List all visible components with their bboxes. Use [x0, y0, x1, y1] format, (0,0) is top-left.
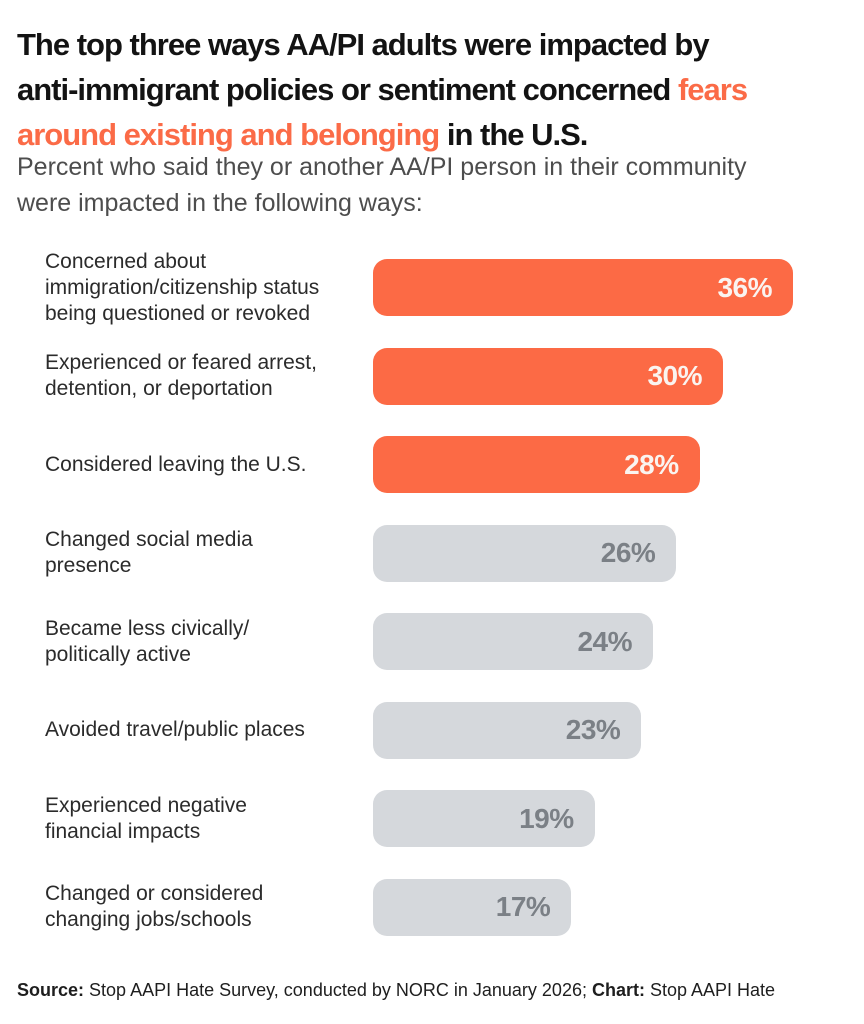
- chart-row: Concerned about immigration/citizenship …: [0, 250, 864, 325]
- bar-value-label: 17%: [495, 891, 551, 922]
- bar-category-label: Experienced or feared arrest, detention,…: [45, 351, 317, 400]
- bar-highlighted: 36%: [373, 259, 793, 316]
- chart-title: The top three ways AA/PI adults were imp…: [17, 22, 748, 157]
- chart-row: Considered leaving the U.S. 28%: [0, 436, 864, 493]
- source-text: Stop AAPI Hate Survey, conducted by NORC…: [84, 980, 592, 1000]
- bar-value-label: 28%: [624, 448, 679, 480]
- chart-title-line: around existing and belonging in the U.S…: [17, 112, 747, 157]
- bar-default: 19%: [373, 790, 595, 847]
- bar-default: 23%: [373, 701, 642, 759]
- chart-title-line: anti-immigrant policies or sentiment con…: [17, 67, 748, 112]
- chart-credit-label: Chart:: [591, 980, 645, 1000]
- bar-default: 17%: [373, 878, 572, 936]
- bar-value-label: 23%: [565, 714, 621, 745]
- bar-category-label: Avoided travel/public places: [45, 718, 305, 741]
- bar-value-label: 19%: [519, 802, 574, 834]
- bar-category-label: Experienced negative financial impacts: [45, 793, 247, 843]
- bar-highlighted: 28%: [373, 436, 700, 493]
- bar-default: 24%: [373, 613, 653, 670]
- chart-row: Experienced or feared arrest, detention,…: [0, 347, 864, 405]
- bar-value-label: 24%: [577, 625, 632, 657]
- chart-row: Changed social media presence 26%: [0, 524, 864, 582]
- title-accent-text: around existing and belonging: [17, 117, 440, 152]
- bar-category-label: Changed or considered changing jobs/scho…: [45, 882, 264, 931]
- title-text: The top three ways AA/PI adults were imp…: [17, 27, 710, 62]
- source-note: Source: Stop AAPI Hate Survey, conducted…: [17, 980, 775, 1001]
- bar-default: 26%: [373, 524, 677, 582]
- bar-category-label: Changed social media presence: [45, 528, 253, 577]
- bar-category-label: Became less civically/ politically activ…: [45, 616, 250, 666]
- title-accent-text: fears: [677, 72, 748, 107]
- title-text: anti-immigrant policies or sentiment con…: [17, 72, 678, 107]
- bar-category-label: Concerned about immigration/citizenship …: [45, 249, 320, 325]
- chart-title-line: The top three ways AA/PI adults were imp…: [17, 22, 747, 67]
- chart-credit-text: Stop AAPI Hate: [644, 980, 776, 1000]
- bar-value-label: 26%: [600, 537, 656, 568]
- bar-value-label: 36%: [717, 271, 772, 303]
- chart-row: Avoided travel/public places 23%: [0, 701, 864, 759]
- bar-category-label: Considered leaving the U.S.: [45, 452, 307, 476]
- bar-value-label: 30%: [647, 360, 702, 391]
- chart-subtitle-line: Percent who said they or another AA/PI p…: [17, 153, 747, 181]
- chart-subtitle-line: were impacted in the following ways:: [17, 189, 423, 217]
- chart-row: Became less civically/ politically activ…: [0, 613, 864, 670]
- bar-highlighted: 30%: [373, 347, 723, 405]
- chart-subtitle: Percent who said they or another AA/PI p…: [17, 149, 747, 221]
- chart-row: Experienced negative financial impacts 19…: [0, 790, 864, 847]
- source-label: Source:: [17, 980, 85, 1000]
- title-text: in the U.S.: [439, 117, 589, 152]
- chart-row: Changed or considered changing jobs/scho…: [0, 878, 864, 936]
